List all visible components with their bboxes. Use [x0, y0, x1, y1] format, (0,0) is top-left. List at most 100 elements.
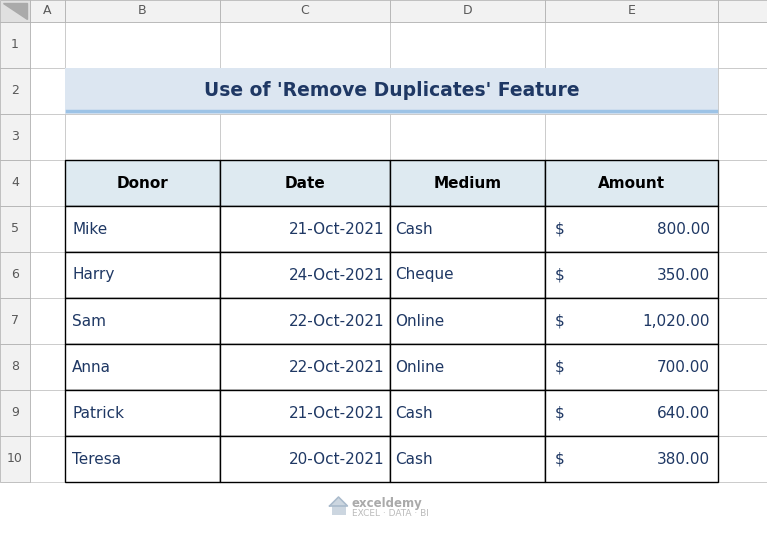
Bar — [220, 390, 390, 436]
Text: 22-Oct-2021: 22-Oct-2021 — [289, 360, 385, 374]
Bar — [390, 160, 545, 206]
Bar — [0, 68, 30, 114]
Bar — [718, 298, 767, 344]
Bar — [65, 252, 220, 298]
Text: $: $ — [555, 405, 565, 421]
Bar — [220, 22, 390, 68]
Bar — [718, 22, 767, 68]
Bar — [220, 436, 390, 482]
Bar — [718, 68, 767, 114]
Bar — [545, 298, 718, 344]
Bar — [545, 160, 718, 206]
Bar — [718, 0, 767, 22]
Bar — [65, 390, 220, 436]
Text: Cheque: Cheque — [395, 268, 453, 282]
Bar — [718, 390, 767, 436]
Bar — [65, 114, 220, 160]
Bar — [220, 114, 390, 160]
Text: 20-Oct-2021: 20-Oct-2021 — [289, 452, 385, 467]
Text: $: $ — [555, 360, 565, 374]
Bar — [390, 68, 545, 114]
Bar — [545, 436, 718, 482]
Bar — [545, 252, 718, 298]
Bar — [0, 252, 30, 298]
Text: Mike: Mike — [72, 221, 107, 237]
Text: Use of 'Remove Duplicates' Feature: Use of 'Remove Duplicates' Feature — [204, 82, 579, 101]
Bar — [65, 160, 220, 206]
Bar — [718, 436, 767, 482]
Bar — [65, 252, 220, 298]
Text: E: E — [627, 4, 635, 17]
Text: 24-Oct-2021: 24-Oct-2021 — [289, 268, 385, 282]
Bar — [545, 436, 718, 482]
Bar — [390, 206, 545, 252]
Bar — [30, 68, 65, 114]
Bar — [718, 160, 767, 206]
Text: $: $ — [555, 221, 565, 237]
Bar — [390, 298, 545, 344]
Bar — [390, 206, 545, 252]
Bar — [545, 0, 718, 22]
Bar — [0, 344, 30, 390]
Bar — [545, 344, 718, 390]
Bar — [390, 390, 545, 436]
Bar — [545, 390, 718, 436]
Bar — [545, 344, 718, 390]
Text: 22-Oct-2021: 22-Oct-2021 — [289, 313, 385, 329]
Bar — [545, 252, 718, 298]
Bar — [65, 436, 220, 482]
Bar — [220, 206, 390, 252]
Bar — [220, 344, 390, 390]
Bar — [65, 298, 220, 344]
Polygon shape — [3, 3, 27, 19]
Text: $: $ — [555, 268, 565, 282]
Text: 8: 8 — [11, 361, 19, 374]
Text: Cash: Cash — [395, 452, 433, 467]
Text: C: C — [301, 4, 309, 17]
Bar — [0, 298, 30, 344]
Bar — [220, 252, 390, 298]
Text: EXCEL · DATA · BI: EXCEL · DATA · BI — [351, 510, 429, 518]
Text: 1,020.00: 1,020.00 — [643, 313, 710, 329]
Bar — [220, 0, 390, 22]
Text: 4: 4 — [11, 176, 19, 189]
Bar — [0, 0, 30, 22]
Text: 6: 6 — [11, 269, 19, 281]
Bar — [718, 252, 767, 298]
Bar — [65, 390, 220, 436]
Bar — [0, 436, 30, 482]
Text: Cash: Cash — [395, 221, 433, 237]
Bar — [390, 436, 545, 482]
Bar — [718, 344, 767, 390]
Bar — [30, 206, 65, 252]
Bar — [390, 344, 545, 390]
Bar — [220, 390, 390, 436]
Text: 10: 10 — [7, 453, 23, 466]
Text: 3: 3 — [11, 131, 19, 144]
Text: Harry: Harry — [72, 268, 114, 282]
Bar — [390, 252, 545, 298]
Bar — [65, 436, 220, 482]
Bar — [30, 22, 65, 68]
Text: 2: 2 — [11, 84, 19, 97]
Bar — [390, 160, 545, 206]
Text: 700.00: 700.00 — [657, 360, 710, 374]
Bar — [0, 114, 30, 160]
Text: Amount: Amount — [598, 176, 665, 190]
Bar — [718, 252, 767, 298]
Bar — [718, 68, 767, 114]
Text: 21-Oct-2021: 21-Oct-2021 — [289, 405, 385, 421]
Text: 9: 9 — [11, 406, 19, 419]
Text: Teresa: Teresa — [72, 452, 121, 467]
Text: 380.00: 380.00 — [657, 452, 710, 467]
Text: 5: 5 — [11, 222, 19, 236]
Bar — [545, 160, 718, 206]
Bar — [545, 206, 718, 252]
Bar — [545, 68, 718, 114]
Bar — [220, 298, 390, 344]
Bar — [30, 252, 65, 298]
Bar — [65, 344, 220, 390]
Bar — [220, 298, 390, 344]
Bar — [30, 298, 65, 344]
Bar — [220, 436, 390, 482]
